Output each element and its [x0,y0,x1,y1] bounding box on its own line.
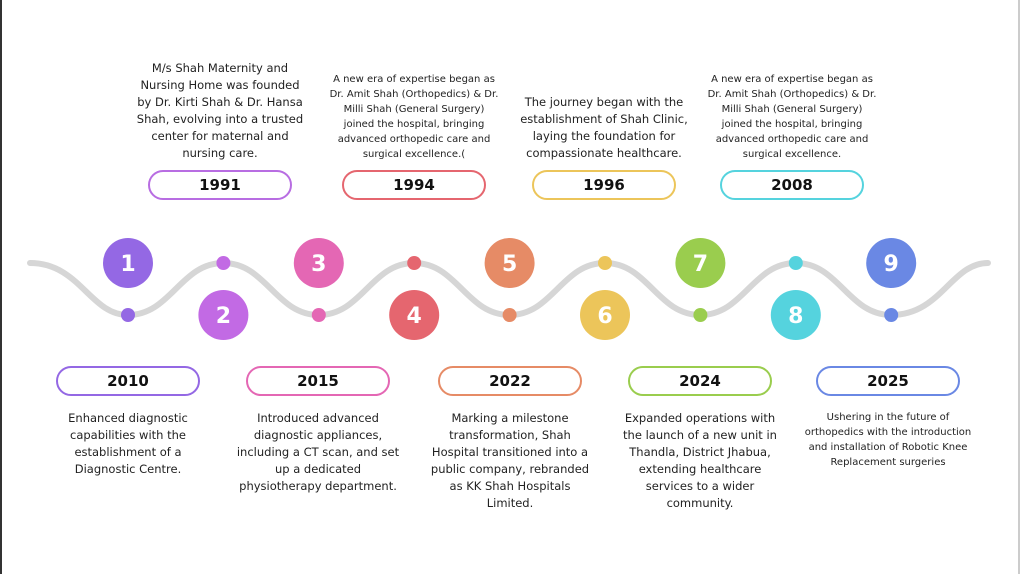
milestone-circle [293,238,344,288]
year-badge-1994: 1994 [342,170,486,200]
milestone-circle [198,290,249,340]
milestone-circle [484,238,535,288]
milestone-circle [103,238,153,288]
milestone-dot [693,308,708,322]
milestone-number: 1 [120,252,135,277]
milestone-number: 7 [693,252,708,277]
event-text: A new era of expertise began as Dr. Amit… [329,74,499,160]
event-description-2008: A new era of expertise began as Dr. Amit… [707,52,877,162]
year-badge-2022: 2022 [438,366,582,396]
milestone-circle [389,290,440,340]
event-description-2025: Ushering in the future of orthopedics wi… [804,412,972,468]
year-badge-1991: 1991 [148,170,292,200]
milestone-number: 2 [216,304,231,329]
year-badge-2015: 2015 [246,366,390,396]
year-badge-1996: 1996 [532,170,676,200]
milestone-dot [216,256,231,270]
event-description-1996: The journey began with the establishment… [519,52,689,162]
event-description-2010: Enhanced diagnostic capabilities with th… [68,411,188,476]
milestone-circle [770,290,821,340]
event-description-2024: Expanded operations with the launch of a… [623,411,777,510]
milestone-number: 8 [788,304,803,329]
event-description-2015: Introduced advanced diagnostic appliance… [236,411,400,493]
event-description-2022: Marking a milestone transformation, Shah… [430,411,590,510]
milestone-number: 9 [884,252,899,277]
milestone-dot [884,308,899,322]
milestone-dot [502,308,517,322]
year-badge-2010: 2010 [56,366,200,396]
year-badge-2025: 2025 [816,366,960,396]
event-text: The journey began with the establishment… [520,95,688,160]
event-text: A new era of expertise began as Dr. Amit… [707,74,877,160]
milestone-number: 3 [311,252,326,277]
milestone-dot [788,256,803,270]
milestone-number: 4 [407,304,422,329]
milestone-number: 5 [502,252,517,277]
milestone-dot [121,308,135,322]
milestone-circle [866,238,917,288]
event-description-1994: A new era of expertise began as Dr. Amit… [329,52,499,162]
milestone-circle [580,290,630,340]
milestone-dot [598,256,612,270]
year-badge-2024: 2024 [628,366,772,396]
event-text: M/s Shah Maternity and Nursing Home was … [136,61,304,160]
milestone-dot [311,308,326,322]
year-badge-2008: 2008 [720,170,864,200]
event-description-1991: M/s Shah Maternity and Nursing Home was … [135,52,305,162]
milestone-circle [675,238,726,288]
milestone-number: 6 [597,304,612,329]
milestone-dot [407,256,422,270]
